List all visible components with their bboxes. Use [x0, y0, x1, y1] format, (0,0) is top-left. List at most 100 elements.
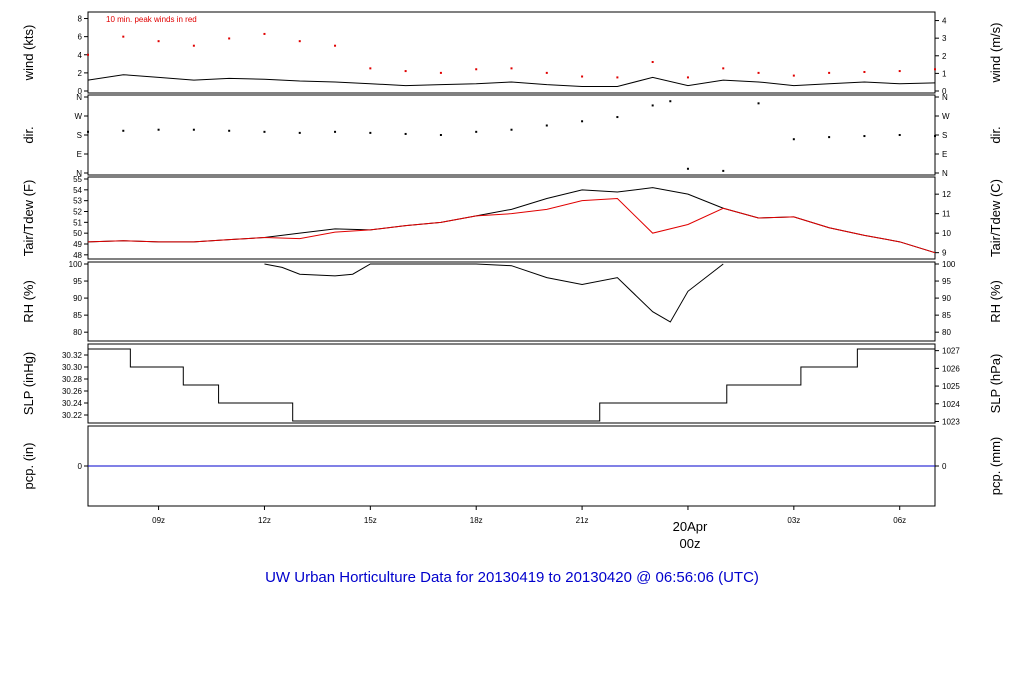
data-point [828, 136, 831, 139]
data-point [545, 124, 548, 127]
ytick-label-right-temp: 9 [942, 249, 947, 258]
ytick-label-left-temp: 48 [73, 251, 82, 260]
series-temp-0 [87, 187, 936, 254]
data-point [192, 128, 195, 131]
data-point [581, 120, 584, 123]
data-point [616, 76, 619, 79]
data-point [192, 44, 195, 47]
data-point [792, 74, 795, 77]
series-wind-1 [87, 32, 936, 79]
data-point [898, 134, 901, 136]
ytick-label-right-rh: 80 [942, 328, 951, 337]
chart-annotation: 10 min. peak winds in red [106, 15, 197, 24]
ytick-label-left-dir: N [76, 93, 82, 102]
data-point [510, 128, 513, 131]
data-point [863, 135, 866, 138]
data-point [334, 44, 337, 47]
ytick-label-right-slp: 1024 [942, 400, 960, 409]
ytick-label-right-pcp: 0 [942, 462, 947, 471]
data-point [298, 131, 301, 134]
date-label: 20Apr [673, 519, 708, 534]
ytick-label-right-slp: 1025 [942, 382, 960, 391]
series-line [264, 263, 724, 323]
data-point [898, 70, 901, 73]
ylabel-left-temp: Tair/Tdew (F) [21, 180, 36, 257]
data-point [475, 68, 478, 71]
data-point [686, 167, 689, 170]
date-sublabel: 00z [680, 536, 701, 551]
ytick-label-left-wind: 4 [78, 51, 83, 60]
x-axis: 09z 12z 15z 18z 21z 03z 06z [152, 506, 906, 525]
data-point [122, 129, 125, 132]
data-point [263, 32, 266, 35]
ytick-label-left-temp: 52 [73, 208, 82, 217]
data-point [334, 130, 337, 133]
ytick-label-right-rh: 85 [942, 311, 951, 320]
ytick-label-left-rh: 80 [73, 328, 82, 337]
data-point [87, 130, 89, 133]
data-point [581, 75, 584, 78]
ytick-label-right-wind: 0 [942, 87, 947, 96]
ytick-label-left-dir: E [77, 150, 82, 159]
ytick-label-left-dir: N [76, 169, 82, 178]
ytick-label-right-slp: 1023 [942, 418, 960, 427]
panel-frame-temp [87, 176, 936, 260]
ytick-label-right-dir: N [942, 169, 948, 178]
data-point [722, 169, 725, 172]
panel-frame-wind [87, 11, 936, 94]
xtick-label: 21z [576, 516, 589, 525]
ytick-label-right-wind: 3 [942, 34, 947, 43]
ylabel-left-slp: SLP (inHg) [21, 352, 36, 415]
series-dir-0 [87, 100, 936, 172]
ylabel-left-rh: RH (%) [21, 280, 36, 323]
ytick-label-right-slp: 1027 [942, 347, 960, 356]
ytick-label-left-temp: 49 [73, 240, 82, 249]
ytick-label-left-wind: 2 [78, 69, 83, 78]
ylabel-right-temp: Tair/Tdew (C) [988, 179, 1003, 257]
ytick-label-right-rh: 90 [942, 294, 951, 303]
ylabel-right-rh: RH (%) [988, 280, 1003, 323]
xtick-label: 15z [364, 516, 377, 525]
ytick-label-right-dir: S [942, 131, 947, 140]
data-point [439, 134, 442, 136]
ytick-label-left-slp: 30.26 [62, 387, 83, 396]
ytick-label-left-wind: 0 [78, 87, 83, 96]
xtick-label: 06z [893, 516, 906, 525]
panel-frame-rh [87, 261, 936, 342]
ytick-label-left-slp: 30.24 [62, 399, 83, 408]
ytick-label-left-temp: 50 [73, 229, 82, 238]
ytick-label-left-temp: 55 [73, 175, 82, 184]
data-point [228, 129, 231, 132]
ytick-label-left-rh: 95 [73, 277, 82, 286]
data-point [722, 67, 725, 70]
xtick-label: 03z [787, 516, 800, 525]
ylabel-right-wind: wind (m/s) [988, 23, 1003, 84]
ylabel-left-dir: dir. [21, 126, 36, 143]
ytick-label-left-dir: S [77, 131, 82, 140]
ytick-label-right-wind: 1 [942, 69, 947, 78]
data-point [651, 104, 654, 107]
ylabel-left-pcp: pcp. (in) [21, 443, 36, 490]
ytick-label-left-temp: 51 [73, 218, 82, 227]
ytick-label-right-wind: 4 [942, 17, 947, 26]
panel-wind: 0 2 4 6 8 0 1 2 3 4 wind (kts) wind (m/s) 10 min. pe… [21, 11, 1003, 96]
data-point [545, 71, 548, 74]
panel-frame-slp [87, 343, 936, 424]
series-wind-0 [87, 74, 936, 87]
series-line [87, 187, 936, 254]
data-point [157, 128, 160, 131]
xtick-label: 09z [152, 516, 165, 525]
ytick-label-right-rh: 100 [942, 260, 956, 269]
xtick-label: 12z [258, 516, 271, 525]
panel-pcp: 0 0 pcp. (in) pcp. (mm) [21, 425, 1003, 507]
data-point [228, 37, 231, 40]
series-line [87, 74, 936, 87]
data-point [157, 40, 160, 43]
ytick-label-left-pcp: 0 [78, 462, 83, 471]
data-point [475, 130, 478, 133]
panel-frame-dir [87, 94, 936, 176]
ytick-label-left-slp: 30.32 [62, 351, 83, 360]
